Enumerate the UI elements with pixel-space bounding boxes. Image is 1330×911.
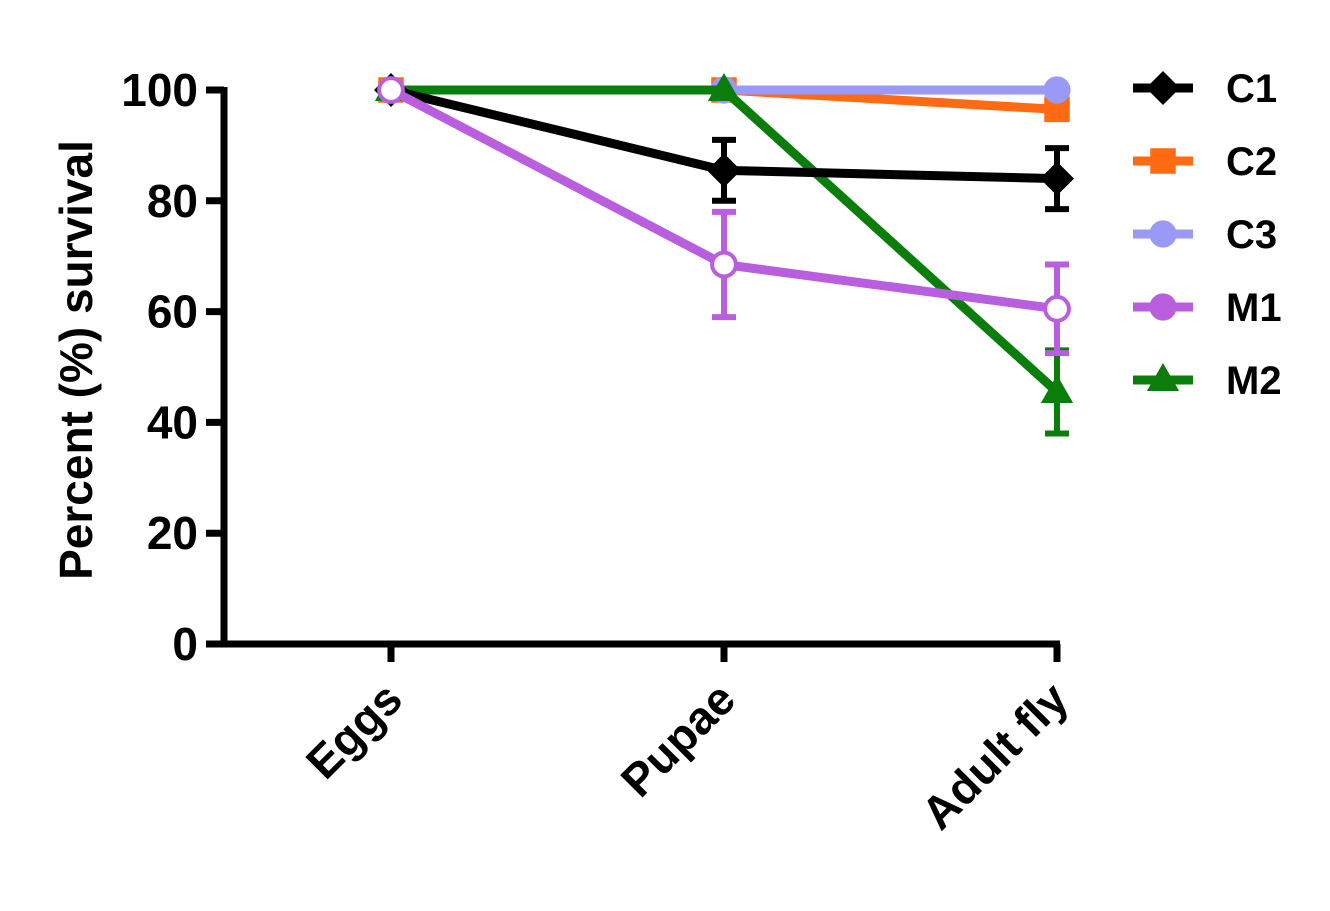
series-m1 — [377, 76, 1071, 357]
data-point — [1150, 148, 1176, 174]
y-tick-label: 100 — [121, 64, 198, 116]
legend-item-m2: M2 — [1133, 359, 1282, 403]
data-point — [1149, 220, 1177, 248]
x-tick-label: Pupae — [611, 672, 745, 806]
y-tick-label: 0 — [172, 618, 198, 670]
x-tick-label: Adult fly — [911, 672, 1078, 839]
legend-item-c1: C1 — [1133, 67, 1277, 111]
legend: C1 C2 C3 M1 M2 — [1133, 67, 1282, 403]
series-layer — [374, 73, 1074, 437]
axes: 0 20 40 60 80 100 Eggs Pupae Adult fly — [121, 64, 1078, 839]
data-point — [1043, 76, 1071, 104]
y-tick-label: 20 — [147, 507, 198, 559]
legend-item-c3: C3 — [1133, 213, 1277, 257]
data-point — [1146, 363, 1180, 392]
data-point — [707, 153, 741, 188]
y-tick-label: 40 — [147, 396, 198, 448]
legend-label: C1 — [1226, 67, 1277, 111]
data-point — [1146, 71, 1180, 105]
data-point — [1040, 374, 1074, 403]
legend-item-m1: M1 — [1133, 286, 1282, 330]
data-point — [1040, 161, 1074, 196]
legend-label: M2 — [1226, 359, 1282, 403]
y-tick-label: 80 — [147, 175, 198, 227]
legend-label: C3 — [1226, 213, 1277, 257]
x-tick-label: Eggs — [296, 672, 412, 788]
legend-label: C2 — [1226, 140, 1277, 184]
data-point — [1149, 293, 1177, 321]
legend-item-c2: C2 — [1133, 140, 1277, 184]
data-point — [710, 250, 738, 279]
data-point — [377, 76, 405, 104]
data-point — [707, 73, 741, 102]
legend-label: M1 — [1226, 286, 1282, 330]
y-axis-label: Percent (%) survival — [50, 140, 102, 580]
data-point — [1043, 294, 1071, 323]
y-tick-label: 60 — [147, 286, 198, 338]
